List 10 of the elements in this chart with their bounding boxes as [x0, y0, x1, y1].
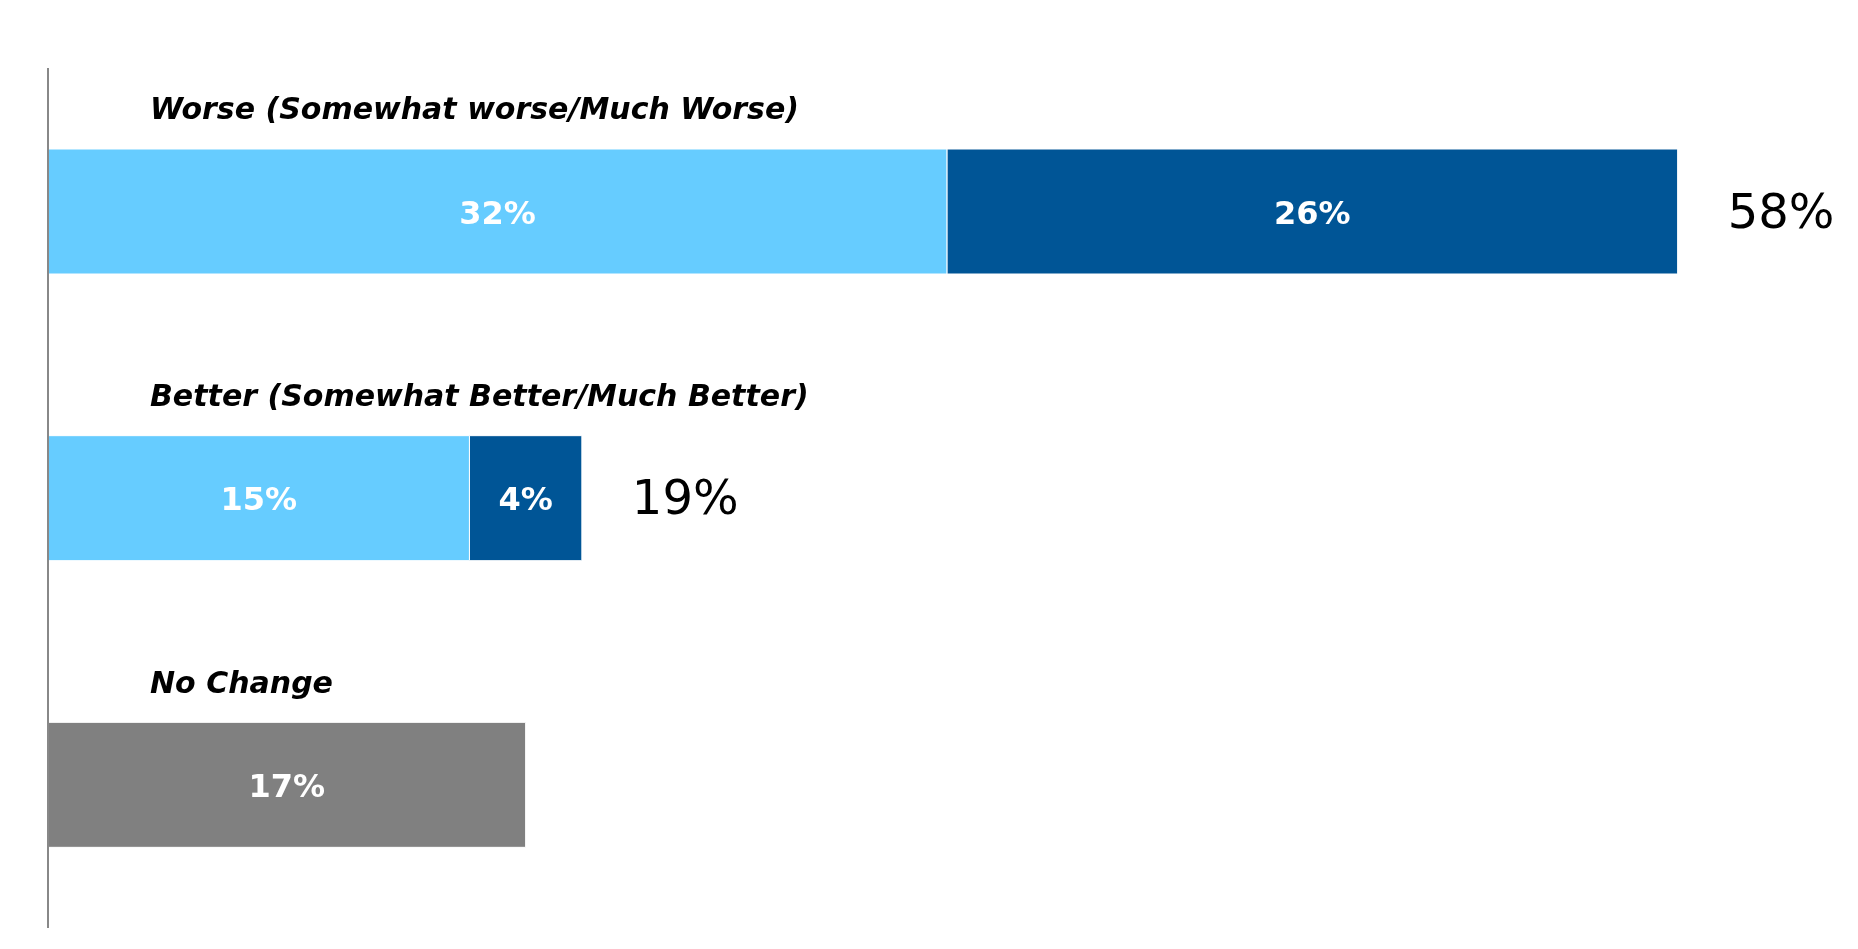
data-label: 17% [248, 766, 326, 805]
data-label: 26% [1274, 193, 1351, 232]
total-label: 19% [631, 469, 739, 526]
data-label: 32% [459, 193, 536, 232]
y-tick-label: Better (Somewhat Better/Much Better) [150, 378, 809, 413]
data-label: 4% [498, 480, 553, 519]
total-label: 58% [1727, 182, 1835, 239]
y-tick-label: Worse (Somewhat worse/Much Worse) [150, 91, 799, 127]
data-label: 15% [220, 480, 298, 519]
y-tick-label: No Change [150, 664, 333, 700]
